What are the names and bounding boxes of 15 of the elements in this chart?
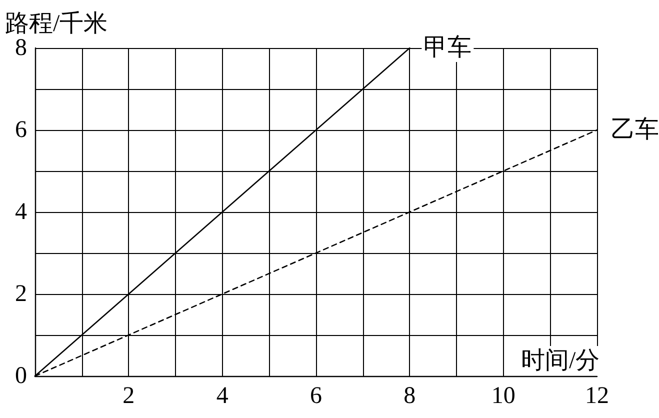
x-tick-label: 6 [310,383,322,409]
y-tick-label: 0 [15,363,27,389]
x-tick-label: 10 [491,383,516,409]
series-label: 甲车 [424,34,472,61]
series-label: 乙车 [611,116,659,143]
x-tick-label: 2 [122,383,135,409]
y-axis-title: 路程/千米 [5,10,108,37]
y-tick-label: 6 [15,117,27,143]
y-tick-label: 8 [15,35,27,61]
x-tick-label: 12 [585,383,609,409]
y-tick-label: 2 [15,281,27,307]
y-tick-label: 4 [15,199,27,225]
x-tick-label: 8 [404,383,416,409]
x-axis-title: 时间/分 [521,348,600,374]
x-tick-label: 4 [216,383,228,409]
